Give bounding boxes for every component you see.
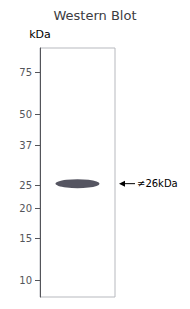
- svg-text:25: 25: [19, 180, 32, 191]
- svg-text:15: 15: [19, 233, 32, 244]
- svg-text:10: 10: [19, 275, 32, 286]
- svg-text:37: 37: [19, 140, 32, 151]
- svg-text:20: 20: [19, 203, 32, 214]
- svg-text:Western Blot: Western Blot: [53, 8, 136, 23]
- svg-text:75: 75: [19, 67, 32, 78]
- svg-text:≠26kDa: ≠26kDa: [137, 178, 178, 189]
- svg-text:kDa: kDa: [29, 28, 51, 41]
- svg-text:50: 50: [19, 109, 32, 120]
